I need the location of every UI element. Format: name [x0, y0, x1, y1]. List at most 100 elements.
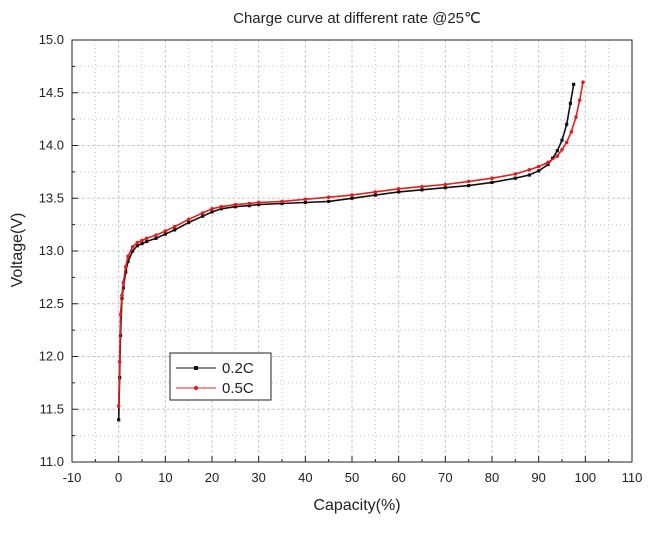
- x-tick-label: 10: [158, 470, 172, 485]
- data-point-0-5c: [527, 167, 532, 172]
- legend-marker-0-2c: [194, 366, 198, 370]
- data-point-0-2c: [420, 188, 424, 192]
- legend-label-0-2c: 0.2C: [222, 360, 254, 377]
- data-point-0-2c: [173, 228, 177, 232]
- data-point-0-5c: [135, 240, 140, 245]
- data-point-0-2c: [537, 169, 541, 173]
- data-point-0-5c: [154, 233, 158, 237]
- x-tick-label: 20: [205, 470, 219, 485]
- x-tick-label: 40: [298, 470, 312, 485]
- data-point-0-5c: [186, 217, 191, 222]
- data-point-0-2c: [126, 259, 130, 264]
- legend-marker-0-5c: [193, 385, 199, 391]
- x-tick-label: 60: [391, 470, 405, 485]
- data-point-0-2c: [145, 239, 149, 244]
- y-tick-label: 12.5: [39, 296, 64, 311]
- x-tick-label: 100: [574, 470, 596, 485]
- data-point-0-2c: [187, 220, 191, 225]
- y-tick-label: 11.0: [40, 454, 64, 469]
- data-point-0-2c: [280, 201, 284, 206]
- data-point-0-5c: [126, 254, 130, 259]
- data-point-0-5c: [116, 404, 121, 408]
- data-point-0-5c: [443, 182, 448, 187]
- x-tick-label: 0: [115, 470, 122, 485]
- y-tick-label: 11.5: [40, 401, 64, 416]
- data-point-0-5c: [577, 98, 582, 102]
- x-tick-label: 90: [531, 470, 545, 485]
- data-point-0-2c: [572, 82, 576, 86]
- data-point-0-5c: [280, 199, 284, 204]
- data-point-0-5c: [581, 80, 585, 84]
- data-point-0-5c: [200, 211, 205, 215]
- axis-ticks: -10 0 10 20 30 40 50 60 70 80 90 100 110 11.0 11.5 12.0…: [39, 32, 643, 485]
- data-point-0-5c: [350, 193, 354, 197]
- y-tick-label: 14.0: [39, 138, 64, 153]
- data-point-0-2c: [201, 214, 205, 218]
- data-point-0-2c: [131, 249, 135, 253]
- y-axis-label: Voltage(V): [9, 213, 26, 288]
- data-point-0-5c: [303, 197, 308, 202]
- data-point-0-5c: [121, 280, 126, 285]
- x-tick-label: 70: [438, 470, 452, 485]
- series-layer: [116, 80, 585, 422]
- legend: 0.2C 0.5C: [169, 352, 272, 401]
- data-point-0-5c: [574, 115, 578, 119]
- data-point-0-2c: [467, 183, 471, 188]
- data-point-0-5c: [210, 207, 214, 211]
- data-point-0-2c: [257, 202, 261, 207]
- y-tick-label: 14.5: [39, 85, 64, 100]
- data-point-0-5c: [396, 186, 401, 191]
- data-point-0-5c: [233, 202, 238, 207]
- data-point-0-5c: [546, 160, 550, 165]
- data-point-0-2c: [513, 176, 517, 180]
- data-point-0-5c: [256, 200, 261, 205]
- data-point-0-2c: [546, 162, 550, 167]
- data-point-0-5c: [163, 229, 168, 233]
- x-axis-label: Capacity(%): [313, 497, 400, 514]
- data-point-0-2c: [140, 242, 144, 246]
- legend-label-0-5c: 0.5C: [222, 380, 254, 397]
- data-point-0-2c: [233, 205, 237, 209]
- x-tick-label: 50: [345, 470, 359, 485]
- x-tick-label: 30: [251, 470, 265, 485]
- data-point-0-2c: [163, 232, 167, 236]
- data-point-0-5c: [117, 359, 122, 364]
- data-point-0-5c: [172, 224, 177, 229]
- data-point-0-2c: [210, 210, 214, 214]
- y-tick-label: 13.0: [39, 243, 64, 258]
- data-point-0-5c: [373, 190, 378, 194]
- data-point-0-5c: [564, 140, 569, 145]
- x-tick-label: -10: [63, 470, 82, 485]
- data-point-0-2c: [565, 122, 569, 126]
- data-point-0-5c: [490, 176, 494, 181]
- data-point-0-2c: [490, 180, 494, 185]
- x-tick-label: 110: [622, 470, 643, 485]
- data-point-0-2c: [117, 418, 121, 422]
- data-point-0-5c: [140, 238, 144, 243]
- data-point-0-5c: [513, 172, 518, 176]
- y-tick-label: 13.5: [39, 190, 64, 205]
- data-point-0-2c: [154, 236, 158, 240]
- data-point-0-2c: [555, 149, 559, 153]
- data-point-0-2c: [247, 204, 251, 208]
- data-point-0-5c: [118, 312, 123, 317]
- data-point-0-5c: [466, 179, 471, 184]
- y-tick-label: 12.0: [39, 349, 64, 364]
- x-tick-label: 80: [485, 470, 499, 485]
- data-point-0-2c: [219, 207, 223, 211]
- data-point-0-2c: [327, 199, 331, 204]
- data-point-0-5c: [247, 201, 252, 206]
- data-point-0-5c: [536, 164, 541, 169]
- data-point-0-2c: [527, 173, 531, 177]
- data-point-0-5c: [123, 265, 128, 269]
- data-point-0-2c: [568, 101, 572, 105]
- data-point-0-5c: [555, 154, 560, 158]
- grid-lines: [72, 40, 632, 462]
- data-point-0-5c: [569, 129, 574, 134]
- data-point-0-5c: [560, 147, 564, 152]
- data-point-0-5c: [144, 236, 149, 241]
- data-point-0-5c: [420, 184, 424, 189]
- y-tick-label: 15.0: [39, 32, 64, 47]
